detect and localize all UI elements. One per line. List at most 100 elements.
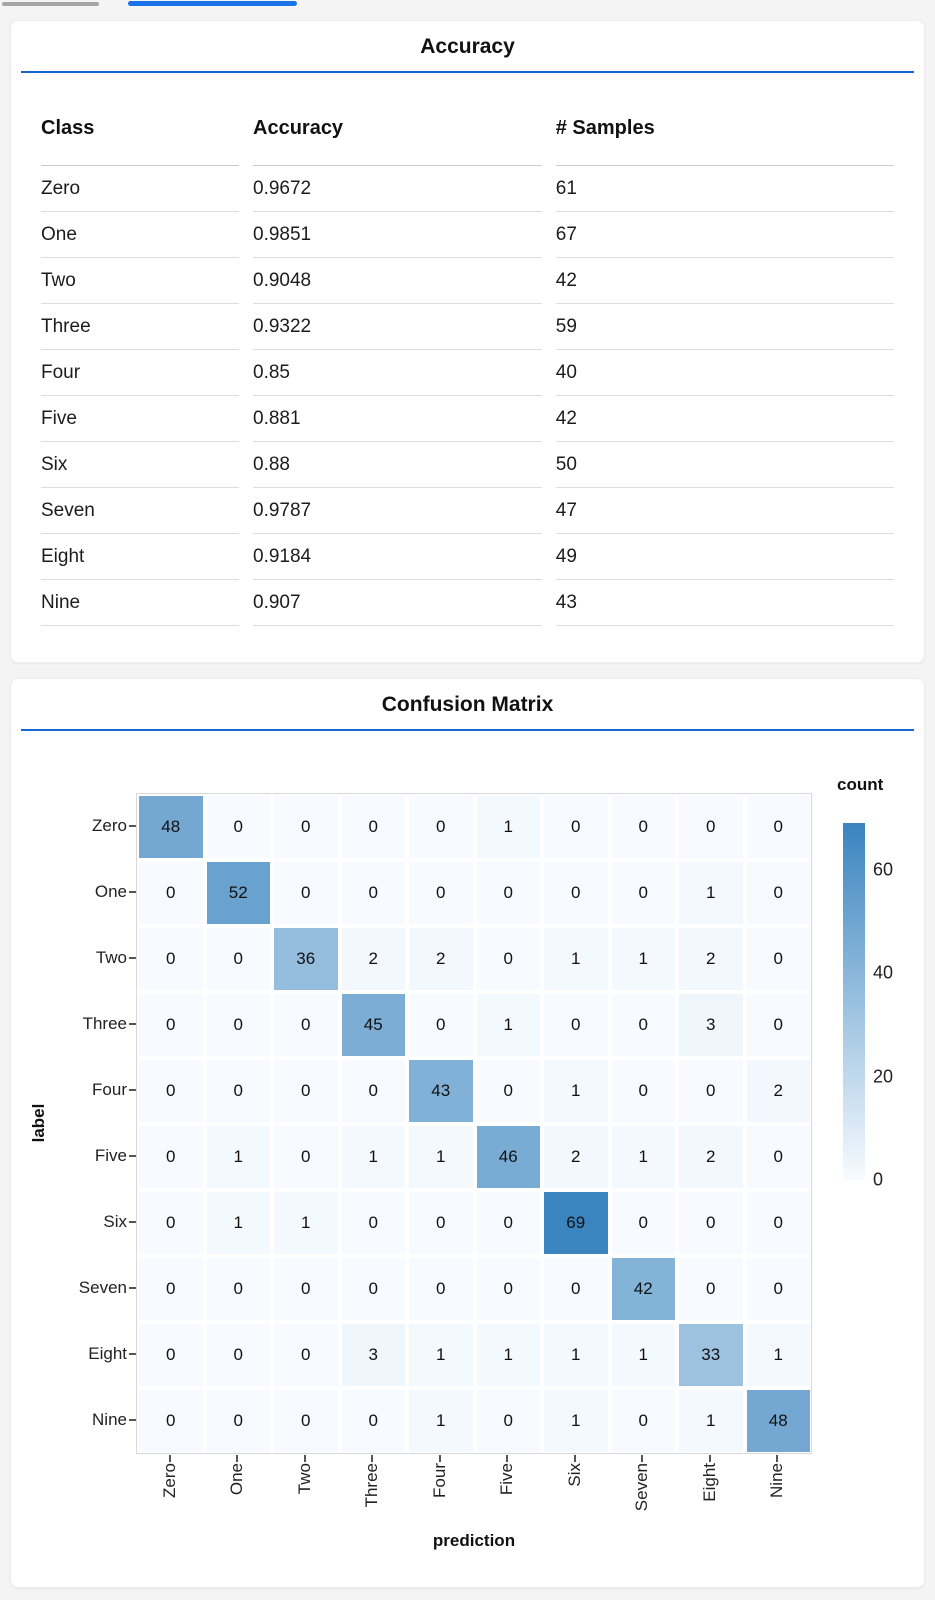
y-tick-mark	[129, 957, 136, 959]
cell-nine-four: 1	[409, 1390, 473, 1452]
y-tick-label-two: Two	[95, 948, 127, 967]
x-tick-label-four: Four	[429, 1463, 449, 1498]
y-tick-label-zero: Zero	[92, 816, 127, 835]
cell-three-eight: 3	[679, 994, 743, 1056]
table-row-six: Six 0.88 50	[41, 442, 894, 488]
class-cell: Five	[41, 396, 239, 442]
y-tick-label-seven: Seven	[78, 1278, 127, 1297]
cell-five-three: 1	[341, 1126, 405, 1188]
cell-eight-eight: 33	[679, 1324, 743, 1386]
accuracy-cell: 0.9851	[253, 212, 542, 258]
cell-six-six: 69	[544, 1192, 608, 1254]
samples-cell: 43	[555, 580, 894, 626]
y-tick-mark	[129, 891, 136, 893]
cell-eight-six: 1	[544, 1324, 608, 1386]
cell-seven-zero: 0	[139, 1258, 203, 1320]
confusion-matrix-plot: label 48 0 0 0 0 1 0 0 0 0 0 52 0 0 0 0 0 0 1 0 0 0 36 2 2 0 1 1 2 0 0…	[11, 679, 924, 1587]
cell-three-six: 0	[544, 994, 608, 1056]
cell-five-two: 0	[274, 1126, 338, 1188]
cell-six-seven: 0	[611, 1192, 675, 1254]
cell-one-three: 0	[341, 862, 405, 924]
cell-two-four: 2	[409, 928, 473, 990]
class-cell: Seven	[41, 488, 239, 534]
cell-zero-seven: 0	[611, 796, 675, 858]
cell-seven-eight: 0	[679, 1258, 743, 1320]
legend-tick-0: 0	[873, 1169, 884, 1190]
accuracy-title-underline	[21, 71, 914, 73]
cell-six-five: 0	[476, 1192, 540, 1254]
cell-two-three: 2	[341, 928, 405, 990]
class-cell: Eight	[41, 534, 239, 580]
samples-cell: 42	[555, 396, 894, 442]
cell-six-four: 0	[409, 1192, 473, 1254]
class-cell: Zero	[41, 166, 239, 212]
cell-two-six: 1	[544, 928, 608, 990]
top-scroll-indicator-blue[interactable]	[128, 1, 297, 6]
cell-four-eight: 0	[679, 1060, 743, 1122]
top-scroll-indicator-gray[interactable]	[2, 2, 99, 6]
cell-zero-four: 0	[409, 796, 473, 858]
cell-seven-seven: 42	[611, 1258, 675, 1320]
cell-seven-six: 0	[544, 1258, 608, 1320]
x-tick-mark	[776, 1455, 779, 1462]
cell-two-seven: 1	[611, 928, 675, 990]
y-tick-mark	[129, 1023, 136, 1025]
x-tick-mark	[236, 1455, 239, 1462]
x-tick-label-five: Five	[497, 1463, 517, 1496]
cell-five-seven: 1	[611, 1126, 675, 1188]
x-tick-mark	[573, 1455, 576, 1462]
cell-nine-two: 0	[274, 1390, 338, 1452]
cell-six-three: 0	[341, 1192, 405, 1254]
cell-two-nine: 0	[746, 928, 810, 990]
cell-three-zero: 0	[139, 994, 203, 1056]
cell-three-four: 0	[409, 994, 473, 1056]
class-cell: Three	[41, 304, 239, 350]
cell-nine-five: 0	[476, 1390, 540, 1452]
y-tick-mark	[129, 1155, 136, 1157]
cell-nine-nine: 48	[746, 1390, 810, 1452]
cell-four-four: 43	[409, 1060, 473, 1122]
accuracy-card: Accuracy Class Accuracy # Samples Zero 0.96…	[10, 20, 925, 663]
samples-cell: 50	[555, 442, 894, 488]
class-cell: Four	[41, 350, 239, 396]
table-row-one: One 0.9851 67	[41, 212, 894, 258]
cell-one-nine: 0	[746, 862, 810, 924]
cell-two-one: 0	[206, 928, 270, 990]
cell-nine-seven: 0	[611, 1390, 675, 1452]
cell-zero-three: 0	[341, 796, 405, 858]
cell-two-eight: 2	[679, 928, 743, 990]
y-tick-label-nine: Nine	[92, 1410, 127, 1429]
cell-five-eight: 2	[679, 1126, 743, 1188]
cell-nine-eight: 1	[679, 1390, 743, 1452]
cell-zero-eight: 0	[679, 796, 743, 858]
accuracy-cell: 0.881	[253, 396, 542, 442]
cell-three-one: 0	[206, 994, 270, 1056]
cell-four-seven: 0	[611, 1060, 675, 1122]
legend-tick-40: 40	[873, 962, 894, 983]
cell-seven-nine: 0	[746, 1258, 810, 1320]
accuracy-cell: 0.9184	[253, 534, 542, 580]
y-tick-label-eight: Eight	[88, 1344, 127, 1363]
column-header-class: Class	[41, 103, 239, 166]
cell-three-three: 45	[341, 994, 405, 1056]
x-tick-label-one: One	[227, 1463, 247, 1496]
cell-nine-six: 1	[544, 1390, 608, 1452]
x-tick-mark	[506, 1455, 509, 1462]
cell-one-one: 52	[206, 862, 270, 924]
cell-four-three: 0	[341, 1060, 405, 1122]
class-cell: Two	[41, 258, 239, 304]
top-indicator-strip	[0, 0, 935, 20]
y-tick-label-three: Three	[82, 1014, 127, 1033]
class-cell: Six	[41, 442, 239, 488]
accuracy-cell: 0.907	[253, 580, 542, 626]
cell-seven-three: 0	[341, 1258, 405, 1320]
cell-six-nine: 0	[746, 1192, 810, 1254]
x-tick-mark	[641, 1455, 644, 1462]
cell-three-five: 1	[476, 994, 540, 1056]
cell-eight-five: 1	[476, 1324, 540, 1386]
cell-one-four: 0	[409, 862, 473, 924]
cell-eight-seven: 1	[611, 1324, 675, 1386]
x-axis-title: prediction	[432, 1531, 516, 1550]
cell-two-two: 36	[274, 928, 338, 990]
cell-four-six: 1	[544, 1060, 608, 1122]
